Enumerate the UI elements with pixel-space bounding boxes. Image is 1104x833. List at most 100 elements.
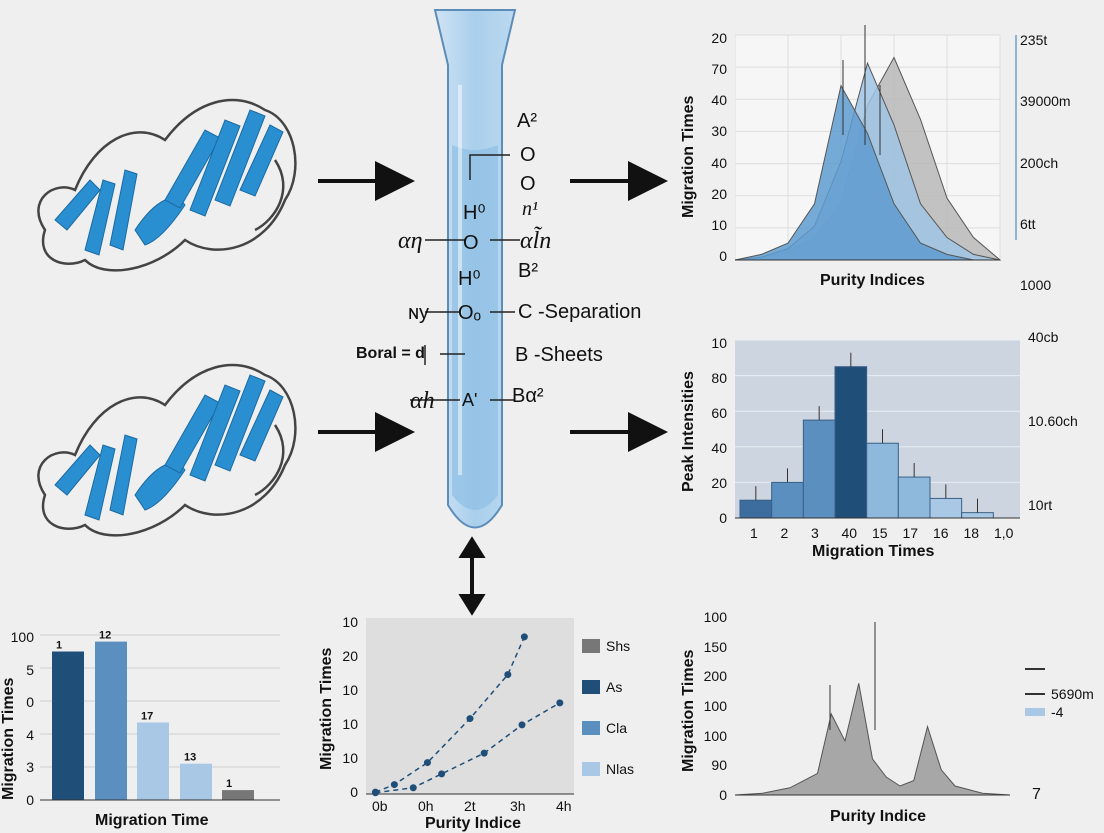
- x-tick: 16: [933, 525, 949, 541]
- data-point: [409, 784, 417, 792]
- x-tick: 2t: [464, 798, 476, 814]
- y-tick: 100: [703, 698, 727, 714]
- tube-label-o2: O: [520, 173, 536, 195]
- histogram-xlabel: Migration Times: [812, 543, 935, 560]
- legend-item: Cla: [582, 720, 627, 736]
- bar-label: 1: [56, 640, 62, 652]
- x-tick: 17: [902, 525, 919, 541]
- tube-annotations: [410, 154, 520, 401]
- top-right-chart-xlabel: Purity Indices: [820, 272, 925, 289]
- tube-label-c-separation: C -Separation: [518, 301, 642, 323]
- legend-swatch: [582, 680, 600, 694]
- x-tick: 4h: [556, 798, 572, 814]
- scatter-background: [366, 618, 574, 794]
- scatter-xlabel: Purity Indice: [425, 815, 522, 832]
- histogram-plot: [735, 339, 1020, 519]
- tube-label-oo: Oₒ: [458, 302, 482, 324]
- legend-label: As: [606, 679, 623, 695]
- tube-label-h1: H⁰: [463, 202, 486, 224]
- y-tick: 0: [719, 510, 727, 526]
- legend-label: -4: [1051, 704, 1064, 720]
- data-point: [518, 721, 526, 729]
- y-tick: 10: [711, 335, 727, 351]
- data-point: [438, 770, 446, 778]
- bar-label: 13: [184, 752, 196, 764]
- legend-swatch: [1025, 708, 1045, 716]
- x-tick: 3: [811, 525, 819, 541]
- y-tick: 0: [719, 248, 727, 264]
- data-point: [556, 699, 564, 707]
- right-tick: 200ch: [1020, 154, 1059, 171]
- tube-label-a-top: A²: [517, 110, 537, 132]
- tube-label-b-alpha: Bα²: [512, 385, 544, 407]
- x-tick: 40: [841, 525, 858, 541]
- x-tick: 18: [963, 525, 980, 541]
- y-tick: 100: [10, 629, 34, 645]
- bar-label: 1: [226, 778, 232, 790]
- x-tick: 1: [750, 525, 758, 541]
- y-tick: 80: [711, 370, 727, 386]
- y-tick: 20: [711, 185, 727, 202]
- x-tick: 0h: [418, 798, 434, 814]
- tube-label-h2: H⁰: [458, 268, 481, 290]
- y-tick: 4: [26, 726, 34, 743]
- x-tick: 3h: [510, 798, 526, 814]
- histogram-ylabel: Peak Intensities: [680, 371, 697, 492]
- legend-swatch: [582, 639, 600, 653]
- legend-item: -4: [1025, 704, 1063, 720]
- legend-item: 5690m: [1025, 686, 1094, 702]
- bottom-right-corner-value: 7: [1032, 786, 1041, 803]
- protein-structure-bottom: [37, 363, 297, 537]
- y-tick: 100: [703, 609, 727, 625]
- tube-label-boral: Boral = d: [356, 345, 425, 362]
- data-point: [371, 789, 379, 797]
- x-tick: 15: [872, 525, 888, 541]
- bar: [137, 722, 169, 800]
- y-tick: 20: [711, 475, 727, 491]
- bar: [52, 651, 84, 800]
- y-tick: 20: [342, 648, 358, 664]
- histogram-bar: [929, 497, 963, 519]
- legend-item: [1025, 668, 1051, 670]
- tube-label-o1: O: [520, 144, 536, 166]
- legend-label: 5690m: [1051, 686, 1094, 702]
- legend-item: Shs: [582, 638, 630, 654]
- y-tick: 10: [711, 216, 727, 233]
- y-tick: 40: [711, 440, 727, 456]
- data-point: [520, 633, 528, 641]
- y-tick: 40: [711, 154, 727, 171]
- legend-item: As: [582, 679, 622, 695]
- histogram-bar: [961, 512, 994, 519]
- y-tick: 30: [711, 123, 727, 140]
- x-tick: 2: [780, 525, 789, 541]
- histogram-bar: [897, 476, 931, 519]
- data-point: [423, 759, 431, 767]
- legend-label: Nlas: [606, 761, 635, 777]
- y-tick: 0: [26, 694, 34, 711]
- y-tick: 0: [350, 784, 358, 800]
- data-point: [390, 781, 398, 789]
- right-tick: 6tt: [1020, 215, 1036, 232]
- tube-label-b2: B²: [518, 260, 538, 282]
- y-tick: 0: [26, 792, 34, 808]
- y-tick: 200: [703, 668, 727, 685]
- series-line-upper: [375, 636, 526, 793]
- bar-label: 17: [141, 710, 153, 722]
- legend-item: Nlas: [582, 761, 634, 777]
- tube-label-alpha-l: αl̃n: [520, 228, 552, 254]
- bottom-left-chart-xlabel: Migration Time: [95, 812, 209, 829]
- bar: [95, 641, 127, 800]
- bar: [222, 790, 254, 800]
- bar: [180, 763, 212, 800]
- right-tick: 10rt: [1028, 497, 1053, 513]
- y-tick: 5: [26, 661, 34, 678]
- tube-label-ny: ɴy: [408, 302, 430, 324]
- tube-label-alpha-h: αh: [410, 388, 435, 414]
- y-tick: 100: [703, 727, 727, 744]
- right-tick: 235t: [1020, 32, 1048, 48]
- y-tick: 70: [711, 61, 727, 78]
- legend-swatch: [1025, 668, 1045, 670]
- histogram-bar: [834, 366, 868, 519]
- bottom-right-xlabel: Purity Indice: [830, 808, 927, 825]
- bottom-left-bar-plot: 1 12 17 13 1: [40, 630, 280, 801]
